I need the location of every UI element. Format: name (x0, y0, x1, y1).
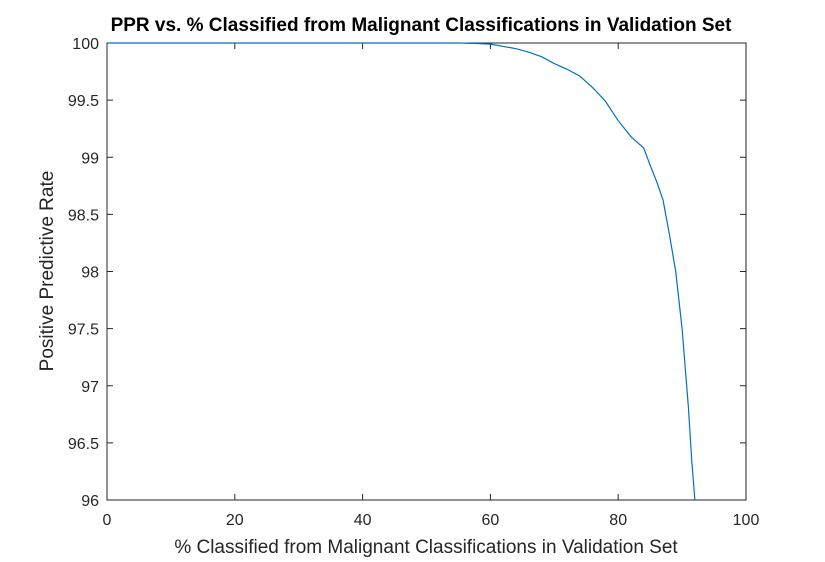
y-tick-label: 96 (81, 493, 99, 510)
x-tick-labels: 0 20 40 60 80 100 (103, 512, 760, 529)
x-tick-label: 0 (103, 512, 112, 529)
y-tick-label: 100 (72, 36, 99, 53)
chart-title: PPR vs. % Classified from Malignant Clas… (111, 15, 732, 36)
y-tick-label: 96.5 (68, 436, 99, 453)
y-tick-label: 98 (81, 265, 99, 282)
x-tick-label: 80 (609, 512, 627, 529)
y-tick-labels: 96 96.5 97 97.5 98 98.5 99 99.5 100 (68, 36, 99, 510)
y-axis-label: Positive Predictive Rate (37, 171, 58, 372)
y-tick-label: 98.5 (68, 207, 99, 224)
plot-area (106, 42, 747, 501)
y-tick-label: 97.5 (68, 322, 99, 339)
y-tick-label: 99 (81, 150, 99, 167)
y-tick-label: 99.5 (68, 93, 99, 110)
x-axis-label: % Classified from Malignant Classificati… (174, 537, 678, 558)
x-tick-label: 20 (226, 512, 244, 529)
y-tick-label: 97 (81, 379, 99, 396)
x-tick-label: 60 (482, 512, 500, 529)
series-line (107, 42, 696, 501)
x-tick-label: 40 (354, 512, 372, 529)
x-tick-label: 100 (733, 512, 760, 529)
